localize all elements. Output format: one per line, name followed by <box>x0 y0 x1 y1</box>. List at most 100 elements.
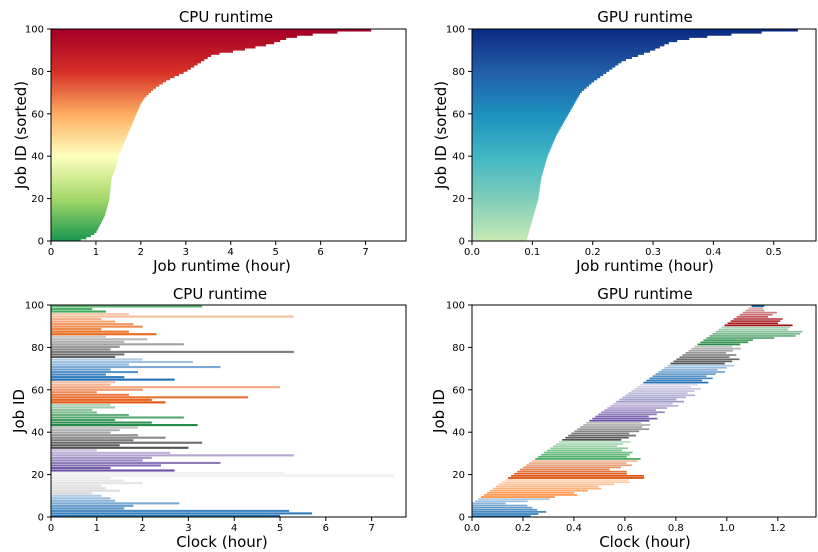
runtime-bar <box>51 79 167 83</box>
runtime-bar <box>51 132 128 136</box>
runtime-bar <box>472 190 540 193</box>
x-tick-label: 0.4 <box>705 247 721 258</box>
runtime-bar <box>472 196 539 199</box>
x-ticks: 0 1 2 3 4 5 6 7 <box>48 517 375 534</box>
job-bar <box>616 400 685 403</box>
x-tick-label: 7 <box>362 247 368 258</box>
runtime-bar <box>51 115 136 119</box>
runtime-bar <box>51 175 113 178</box>
bars-gpu-sorted <box>472 29 798 242</box>
runtime-bar <box>51 90 151 93</box>
x-tick-label: 7 <box>368 523 374 534</box>
job-bar <box>667 364 735 367</box>
job-bar <box>51 312 129 316</box>
job-bar <box>51 365 221 369</box>
x-tick-label: 2 <box>139 523 145 534</box>
job-bar <box>51 408 93 411</box>
y-tick-label: 60 <box>31 109 44 120</box>
job-bar <box>51 492 93 495</box>
job-bar <box>502 481 630 484</box>
runtime-bar <box>51 192 110 195</box>
job-bar <box>472 502 506 505</box>
runtime-bar <box>51 173 114 176</box>
runtime-bar <box>51 39 281 43</box>
x-tick-label: 6 <box>317 247 323 258</box>
job-bar <box>727 322 779 325</box>
job-bar <box>51 431 111 434</box>
job-bar <box>736 316 769 318</box>
job-bar <box>646 379 703 382</box>
job-bar <box>51 403 111 406</box>
runtime-bar <box>472 101 576 104</box>
runtime-bar <box>51 69 188 72</box>
runtime-bar <box>472 224 531 227</box>
runtime-bar <box>472 158 547 161</box>
runtime-bar <box>472 29 798 32</box>
runtime-bar <box>51 128 130 132</box>
job-bar <box>706 337 775 339</box>
runtime-bar <box>51 67 191 70</box>
job-bar <box>619 398 677 401</box>
y-tick-label: 100 <box>25 301 44 312</box>
runtime-bar <box>472 126 561 130</box>
runtime-bar <box>472 141 554 144</box>
runtime-bar <box>51 118 135 121</box>
plot-frame <box>50 304 407 518</box>
y-tick-label: 0 <box>459 237 465 248</box>
job-bar <box>51 368 111 371</box>
job-bar <box>51 355 116 358</box>
runtime-bar <box>51 135 127 138</box>
job-bar <box>51 413 129 417</box>
runtime-bar <box>51 213 106 216</box>
runtime-bar <box>51 179 112 183</box>
runtime-bar <box>472 151 549 155</box>
runtime-bar <box>472 139 555 142</box>
runtime-bar <box>51 122 133 125</box>
job-bar <box>51 378 175 381</box>
job-bar <box>51 323 134 326</box>
job-bar <box>51 360 193 364</box>
runtime-bar <box>472 156 548 159</box>
job-bar <box>51 479 125 482</box>
x-ticks: 0 1 2 3 4 5 6 7 <box>48 241 369 258</box>
runtime-bar <box>472 48 656 51</box>
job-bar <box>51 509 290 512</box>
chart-title: GPU runtime <box>597 285 693 303</box>
job-bar <box>51 494 102 497</box>
y-tick-label: 20 <box>452 470 465 481</box>
job-bar <box>496 485 599 488</box>
runtime-bar <box>51 194 110 197</box>
y-ticks: 0 20 40 60 80 100 <box>25 301 51 524</box>
y-ticks: 0 20 40 60 80 100 <box>25 25 51 248</box>
runtime-bar <box>472 113 568 117</box>
job-bar <box>51 320 116 323</box>
runtime-bar <box>472 202 537 206</box>
runtime-bar <box>472 230 530 233</box>
runtime-bar <box>51 92 149 96</box>
job-bar <box>508 477 645 479</box>
runtime-bar <box>51 103 141 106</box>
y-axis-label: Job ID (sorted) <box>432 81 450 190</box>
panel-cpu-clock: CPU runtime 0 1 2 3 4 5 6 7 0 20 40 60 80 100 Clock … <box>10 285 407 551</box>
runtime-bar <box>51 109 138 113</box>
job-bar <box>610 405 679 407</box>
runtime-bar <box>51 149 121 153</box>
job-bar <box>472 504 528 507</box>
runtime-bar <box>472 60 622 64</box>
job-bar <box>574 430 640 433</box>
x-axis-label: Job runtime (hour) <box>575 257 714 275</box>
job-bar <box>51 512 313 515</box>
job-bar <box>499 483 615 486</box>
runtime-bar <box>51 147 122 151</box>
runtime-bar <box>51 52 220 55</box>
runtime-bar <box>472 188 540 191</box>
runtime-bar <box>472 221 532 225</box>
runtime-bar <box>51 171 114 174</box>
runtime-bar <box>51 156 119 159</box>
job-bar <box>529 462 627 464</box>
job-bar <box>51 310 106 313</box>
runtime-bar <box>472 185 541 189</box>
x-tick-label: 0.3 <box>645 247 661 258</box>
runtime-bar <box>472 162 546 166</box>
job-bar <box>51 363 129 366</box>
